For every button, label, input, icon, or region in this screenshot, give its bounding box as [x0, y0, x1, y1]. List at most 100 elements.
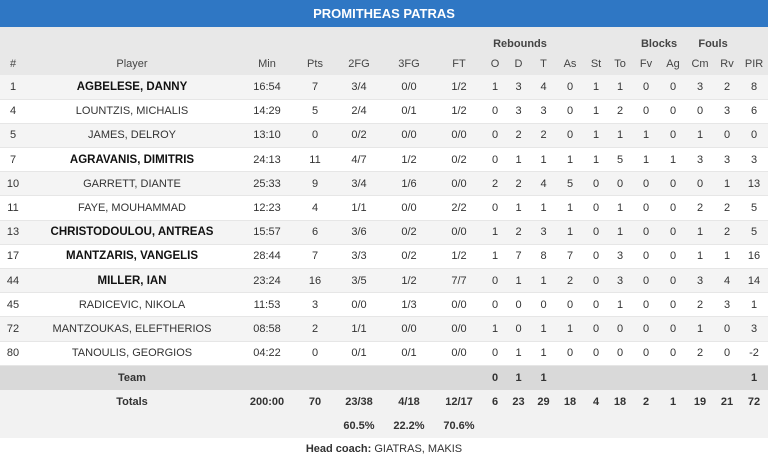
stat-t: 0 — [531, 292, 557, 318]
team-pir: 1 — [740, 365, 768, 391]
stat-ft: 0/0 — [434, 123, 484, 149]
stat-as: 7 — [556, 244, 585, 270]
player-name: MANTZOUKAS, ELEFTHERIOS — [26, 316, 238, 342]
team-d: 1 — [506, 365, 531, 391]
stat-rv: 3 — [714, 292, 741, 318]
stat-ag: 0 — [660, 292, 687, 318]
stat-st: 0 — [584, 244, 609, 270]
stat-fg2: 1/1 — [334, 195, 384, 221]
stat-ag: 0 — [660, 99, 687, 124]
stat-pts: 2 — [296, 316, 334, 342]
stat-o: 0 — [484, 341, 506, 366]
player-row: 72 MANTZOUKAS, ELEFTHERIOS 08:58 2 1/1 0/0 0/0… — [0, 316, 768, 342]
stat-num: 72 — [0, 316, 26, 342]
stat-cm: 2 — [686, 341, 715, 366]
stat-st: 0 — [584, 292, 609, 318]
totals-to: 18 — [608, 390, 633, 415]
stat-rv: 0 — [714, 316, 741, 342]
stat-cm: 2 — [686, 195, 715, 221]
stat-cm: 1 — [686, 244, 715, 270]
stat-d: 3 — [506, 99, 531, 124]
stat-rv: 4 — [714, 268, 741, 294]
totals-fg3: 4/18 — [384, 390, 434, 415]
column-header: T — [531, 52, 557, 75]
stat-cm: 1 — [686, 220, 715, 245]
stat-fg3: 0/0 — [384, 195, 434, 221]
stat-st: 0 — [584, 341, 609, 366]
player-row: 44 MILLER, IAN 23:24 16 3/5 1/2 7/7 0 1 1 2 0 3 0 0 3 4 1… — [0, 268, 768, 294]
column-header: # — [0, 52, 26, 75]
stat-o: 0 — [484, 195, 506, 221]
head-coach-name: GIATRAS, MAKIS — [374, 443, 463, 456]
stat-t: 3 — [531, 99, 557, 124]
stat-o: 1 — [484, 220, 506, 245]
stat-num: 44 — [0, 268, 26, 294]
stat-num: 11 — [0, 195, 26, 221]
stat-num: 4 — [0, 99, 26, 124]
stat-o: 0 — [484, 123, 506, 149]
player-name: MANTZARIS, VANGELIS — [26, 244, 238, 270]
players-body: 1 AGBELESE, DANNY 16:54 7 3/4 0/0 1/2 1 3 4 0 1 1 0 0 3… — [0, 75, 768, 366]
totals-cm: 19 — [686, 390, 715, 415]
stat-t: 2 — [531, 123, 557, 149]
stat-to: 0 — [608, 341, 633, 366]
stat-fv: 0 — [632, 292, 661, 318]
stat-rv: 0 — [714, 341, 741, 366]
player-row: 1 AGBELESE, DANNY 16:54 7 3/4 0/0 1/2 1 3 4 0 1 1 0 0 3… — [0, 75, 768, 100]
stat-ft: 0/0 — [434, 171, 484, 197]
stat-as: 1 — [556, 220, 585, 245]
stat-fg3: 0/0 — [384, 75, 434, 100]
stat-o: 1 — [484, 316, 506, 342]
stat-t: 1 — [531, 341, 557, 366]
stat-min: 25:33 — [238, 171, 296, 197]
stat-to: 3 — [608, 244, 633, 270]
column-header: Pts — [296, 52, 334, 75]
player-row: 10 GARRETT, DIANTE 25:33 9 3/4 1/6 0/0 2 2 4 5 0 0 0 0… — [0, 171, 768, 197]
stat-to: 1 — [608, 292, 633, 318]
stat-fv: 1 — [632, 147, 661, 173]
stat-min: 15:57 — [238, 220, 296, 245]
stat-d: 2 — [506, 123, 531, 149]
totals-d: 23 — [506, 390, 531, 415]
stat-d: 3 — [506, 75, 531, 100]
stat-fg2: 4/7 — [334, 147, 384, 173]
stat-rv: 1 — [714, 171, 741, 197]
stat-fv: 0 — [632, 220, 661, 245]
player-name: FAYE, MOUHAMMAD — [26, 195, 238, 221]
stat-to: 2 — [608, 99, 633, 124]
stat-ag: 0 — [660, 75, 687, 100]
column-header: O — [484, 52, 506, 75]
team-t: 1 — [531, 365, 557, 391]
stat-ft: 7/7 — [434, 268, 484, 294]
stat-fg3: 1/3 — [384, 292, 434, 318]
stat-pts: 5 — [296, 99, 334, 124]
stat-rv: 2 — [714, 220, 741, 245]
stat-rv: 2 — [714, 195, 741, 221]
head-coach: Head coach: GIATRAS, MAKIS — [0, 438, 768, 461]
stat-fg2: 0/1 — [334, 341, 384, 366]
stat-min: 14:29 — [238, 99, 296, 124]
stat-pts: 11 — [296, 147, 334, 173]
stat-o: 1 — [484, 75, 506, 100]
stat-pir: 3 — [740, 316, 768, 342]
stats-table: Rebounds Blocks Fouls # Player Min Pts 2FG 3F… — [0, 27, 768, 439]
stat-to: 0 — [608, 171, 633, 197]
column-header: 3FG — [384, 52, 434, 75]
fouls-group-header: Fouls — [686, 27, 741, 52]
stat-cm: 1 — [686, 123, 715, 149]
percentages-row: 60.5% 22.2% 70.6% — [0, 414, 768, 439]
stat-rv: 0 — [714, 123, 741, 149]
stat-st: 1 — [584, 147, 609, 173]
stat-as: 0 — [556, 123, 585, 149]
player-name: GARRETT, DIANTE — [26, 171, 238, 197]
stat-fv: 0 — [632, 244, 661, 270]
stat-fv: 0 — [632, 268, 661, 294]
stat-num: 10 — [0, 171, 26, 197]
totals-blank — [0, 390, 26, 415]
player-row: 5 JAMES, DELROY 13:10 0 0/2 0/0 0/0 0 2 2 0 1 1 1 0 1 0 0 — [0, 123, 768, 149]
totals-t: 29 — [531, 390, 557, 415]
totals-row: Totals 200:00 70 23/38 4/18 12/17 6 23 29 18 4 18 2 1… — [0, 390, 768, 415]
stat-as: 0 — [556, 292, 585, 318]
stat-d: 1 — [506, 268, 531, 294]
stat-ag: 0 — [660, 171, 687, 197]
